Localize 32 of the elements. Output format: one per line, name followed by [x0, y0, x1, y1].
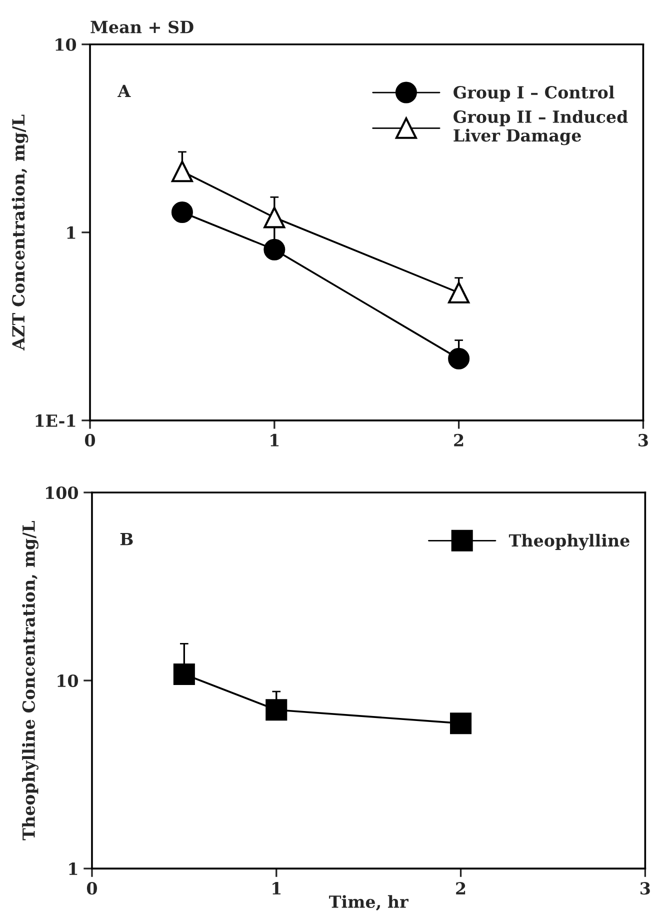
x-tick-label: 3: [638, 434, 648, 447]
y-tick-label: 1: [67, 226, 76, 239]
annotation: A: [118, 84, 131, 97]
annotation: B: [120, 532, 133, 546]
point: [264, 238, 286, 260]
y-tick-label: 1E-1: [36, 414, 76, 427]
legend-label: Theophylline: [508, 534, 630, 550]
y-tick-label: 100: [46, 486, 78, 500]
x-axis-title: Time, hr: [329, 895, 408, 911]
x-tick-label: 0: [84, 434, 96, 447]
legend-label: Group I – Control: [454, 86, 614, 102]
y-axis-title: Theophylline Concentration, mg/L: [22, 520, 38, 840]
point: [264, 206, 286, 228]
text: Mean + SD: [90, 20, 194, 34]
x-tick-label: 2: [456, 882, 466, 894]
legend-label: Group II – Induced Liver Damage: [454, 110, 628, 146]
point: [171, 201, 193, 223]
point: [448, 282, 470, 304]
point: [173, 663, 195, 686]
x-tick-label: 2: [454, 434, 464, 446]
point: [266, 699, 288, 721]
x-tick-label: 1: [270, 434, 279, 446]
point: [450, 712, 472, 734]
y-tick-label: 1: [69, 862, 78, 875]
point: [171, 160, 193, 182]
point: [448, 348, 470, 370]
x-tick-label: 3: [640, 882, 650, 895]
y-tick-label: 10: [56, 38, 76, 51]
y-tick-label: 10: [58, 674, 78, 688]
x-tick-label: 0: [86, 882, 97, 895]
y-axis-title: AZT Concentration, mg/L: [12, 114, 28, 350]
x-tick-label: 1: [272, 882, 281, 894]
